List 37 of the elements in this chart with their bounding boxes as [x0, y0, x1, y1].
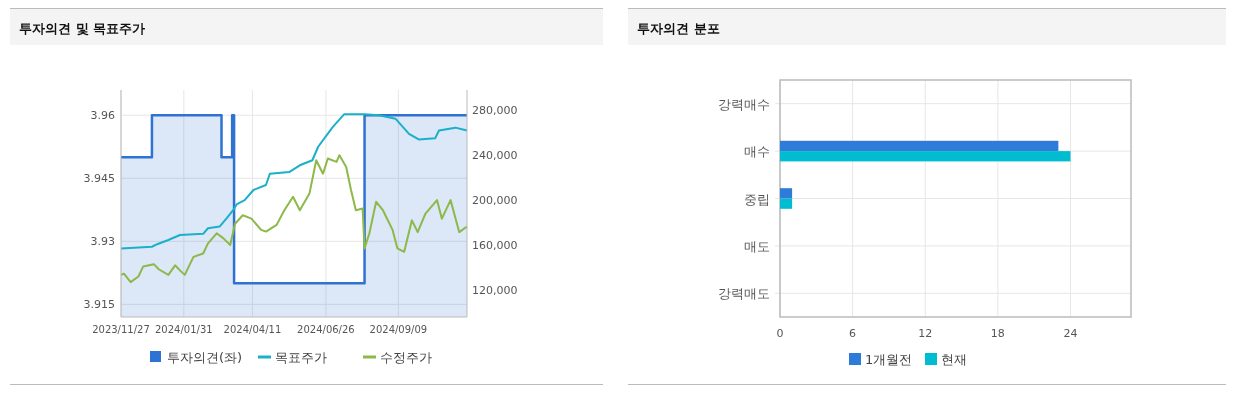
y2-tick-label: 160,000	[472, 239, 518, 253]
bar	[780, 151, 1071, 162]
chart-title: 투자의견 분포	[637, 21, 720, 36]
legend-label: 1개월전	[865, 352, 913, 367]
legend-label: 투자의견(좌)	[167, 350, 243, 365]
y-tick-label: 중립	[744, 191, 770, 207]
x-tick-label: 2024/01/31	[155, 324, 213, 335]
y-tick-label: 3.945	[83, 172, 115, 186]
bar	[780, 198, 793, 209]
y2-tick-label: 200,000	[472, 194, 518, 208]
x-tick-label: 2024/04/11	[223, 324, 282, 335]
x-tick-label: 2024/09/09	[369, 324, 428, 335]
chart-title: 투자의견 및 목표주가	[19, 21, 146, 36]
y-tick-label: 강력매수	[718, 96, 770, 112]
line-series	[120, 154, 468, 284]
y-tick-label: 3.915	[83, 298, 115, 312]
y-tick-label: 3.93	[90, 235, 115, 249]
x-tick-label: 2023/11/27	[92, 324, 150, 335]
legend-label: 목표주가	[275, 350, 327, 365]
legend-label: 수정주가	[380, 350, 432, 365]
y-tick-label: 강력매도	[718, 286, 770, 302]
bar	[780, 188, 793, 199]
x-tick-label: 2024/06/26	[297, 324, 355, 335]
x-tick-label: 12	[918, 327, 933, 340]
x-tick-label: 24	[1063, 327, 1078, 340]
y2-tick-label: 280,000	[472, 104, 518, 118]
y-tick-label: 매수	[744, 144, 770, 160]
bar	[780, 140, 1059, 152]
y2-tick-label: 240,000	[472, 149, 518, 163]
y2-tick-label: 120,000	[472, 284, 518, 298]
x-tick-label: 18	[990, 327, 1005, 340]
line-series	[120, 113, 468, 250]
legend-label: 현재	[941, 352, 967, 367]
x-tick-label: 6	[849, 327, 857, 340]
x-tick-label: 0	[776, 327, 784, 340]
y-tick-label: 매도	[744, 238, 770, 254]
y-tick-label: 3.96	[90, 109, 115, 123]
